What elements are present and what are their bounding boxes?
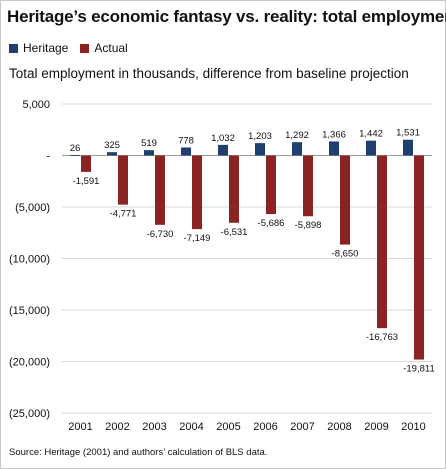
legend-swatch-heritage — [9, 43, 18, 53]
data-label-heritage: 1,531 — [396, 128, 420, 139]
bar-heritage — [366, 140, 376, 156]
data-label-heritage: 1,032 — [211, 133, 235, 144]
data-label-actual: -8,650 — [332, 249, 359, 260]
chart-title: Heritage’s economic fantasy vs. reality:… — [7, 7, 446, 26]
x-tick-label: 2008 — [327, 421, 351, 433]
legend-swatch-actual — [80, 43, 90, 53]
y-tick-label: (25,000) — [9, 408, 50, 420]
x-tick-label: 2010 — [401, 421, 425, 433]
data-label-heritage: 1,292 — [285, 130, 309, 141]
x-tick-label: 2002 — [105, 421, 129, 433]
bar-actual — [229, 155, 239, 223]
x-tick-label: 2003 — [142, 421, 166, 433]
legend-label-heritage: Heritage — [23, 41, 69, 55]
bar-heritage — [218, 144, 228, 156]
data-label-heritage: 778 — [178, 135, 194, 146]
bar-heritage — [292, 142, 302, 156]
data-label-actual: -19,811 — [403, 364, 435, 375]
bar-heritage — [329, 141, 339, 156]
bar-heritage — [107, 152, 117, 156]
data-label-actual: -7,149 — [184, 233, 211, 244]
data-label-actual: -5,686 — [258, 218, 285, 229]
data-label-actual: -6,730 — [147, 229, 174, 240]
bar-actual — [266, 155, 276, 215]
data-label-actual: -16,763 — [366, 332, 398, 343]
y-tick-label: (10,000) — [9, 254, 50, 266]
x-tick-label: 2007 — [290, 421, 314, 433]
data-label-heritage: 1,203 — [248, 131, 272, 142]
y-tick-label: (20,000) — [9, 357, 50, 369]
y-tick-label: (5,000) — [15, 202, 50, 214]
data-label-heritage: 1,442 — [359, 129, 383, 140]
bar-actual — [340, 155, 350, 245]
x-tick-label: 2005 — [216, 421, 240, 433]
x-tick-label: 2001 — [68, 421, 92, 433]
data-label-actual: -1,591 — [73, 176, 100, 187]
bar-actual — [192, 155, 202, 230]
legend-item-actual: Actual — [80, 41, 128, 55]
bar-heritage — [181, 147, 191, 156]
y-tick-label: (15,000) — [9, 305, 50, 317]
data-label-heritage: 26 — [70, 143, 81, 154]
legend-item-heritage: Heritage — [9, 41, 68, 55]
bar-actual — [303, 155, 313, 217]
bar-heritage — [255, 143, 265, 156]
data-label-actual: -4,771 — [110, 209, 137, 220]
legend-label-actual: Actual — [94, 41, 128, 55]
data-label-actual: -6,531 — [221, 227, 248, 238]
bar-heritage — [403, 139, 413, 156]
x-tick-label: 2006 — [253, 421, 277, 433]
data-label-actual: -5,898 — [295, 220, 322, 231]
bar-heritage — [144, 150, 154, 156]
data-label-heritage: 325 — [104, 140, 120, 151]
data-label-heritage: 519 — [141, 138, 157, 149]
chart-subtitle: Total employment in thousands, differenc… — [9, 66, 409, 81]
source-note: Source: Heritage (2001) and authors’ cal… — [9, 447, 268, 458]
bar-heritage — [70, 155, 80, 157]
bar-actual — [155, 155, 165, 225]
bar-actual — [81, 155, 91, 172]
x-tick-label: 2004 — [179, 421, 203, 433]
x-tick-label: 2009 — [364, 421, 388, 433]
y-tick-label: - — [46, 151, 50, 163]
data-label-heritage: 1,366 — [322, 129, 346, 140]
y-tick-label: 5,000 — [22, 99, 50, 111]
legend: Heritage Actual — [9, 41, 140, 55]
bar-actual — [377, 155, 387, 329]
bar-actual — [118, 155, 128, 205]
bar-actual — [414, 155, 424, 360]
